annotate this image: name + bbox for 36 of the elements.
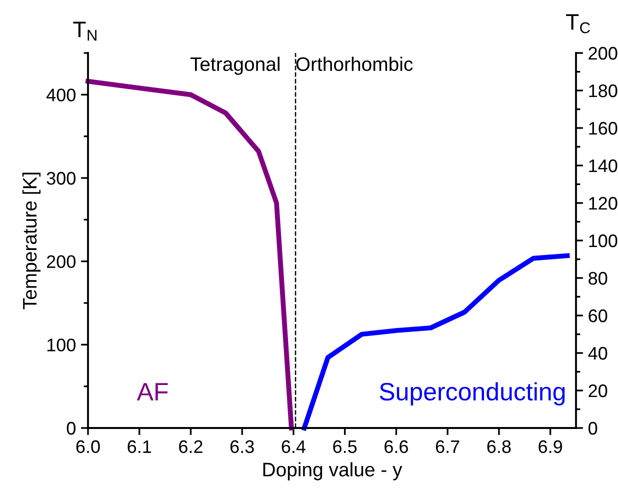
text: AF <box>136 383 168 400</box>
x-tick-label: 6.5 <box>333 440 357 454</box>
x-tick-label: 6.8 <box>487 440 511 454</box>
y2-tick-label: 0 <box>588 422 598 435</box>
x-axis-title: Doping value - y <box>263 462 402 480</box>
x-tick-label: 6.0 <box>76 440 100 454</box>
y-axis-title: Temperature [K] <box>22 172 41 310</box>
x-tick-label: 6.7 <box>436 440 460 454</box>
y2-tick-label: 20 <box>588 384 608 398</box>
text: T$_{C}$ <box>566 14 590 34</box>
y2-tick-label: 180 <box>589 84 618 98</box>
y2-tick-label: 40 <box>588 346 608 360</box>
x-tick-label: 6.3 <box>230 440 254 454</box>
annotation: Orthorhombic <box>296 56 413 72</box>
y-tick-label: 100 <box>47 338 76 352</box>
y2-tick-label: 160 <box>589 122 618 135</box>
text: T$_{N}$ <box>73 22 96 41</box>
y2-tick-label: 200 <box>588 46 618 60</box>
line-series <box>302 253 570 430</box>
annotation: Tetragonal <box>190 56 280 75</box>
x-tick-label: 6.2 <box>179 440 202 454</box>
line-series <box>86 78 294 430</box>
y2-tick-label: 120 <box>589 196 618 210</box>
x-tick-label: 6.4 <box>282 440 306 454</box>
y-tick-label: 200 <box>46 255 76 268</box>
y2-tick-label: 100 <box>589 234 618 248</box>
x-tick-label: 6.9 <box>538 440 562 454</box>
x-tick-label: 6.6 <box>384 440 408 454</box>
y2-tick-label: 60 <box>588 309 608 322</box>
series-label: Superconducting <box>380 382 565 406</box>
y-tick-label: 400 <box>46 88 76 102</box>
y-tick-label: 300 <box>46 172 76 185</box>
y2-tick-label: 80 <box>588 272 608 285</box>
y-tick-label: 0 <box>66 422 76 435</box>
y2-tick-label: 140 <box>589 159 618 172</box>
x-tick-label: 6.1 <box>128 440 152 454</box>
